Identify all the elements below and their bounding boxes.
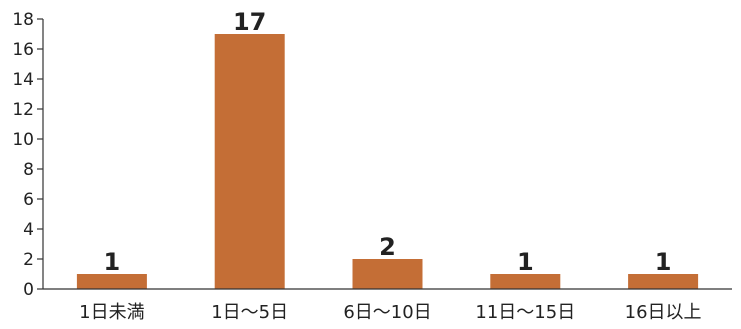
x-category-label: 1日未満	[79, 302, 144, 323]
x-category-label: 6日〜10日	[343, 302, 431, 323]
y-tick-label: 2	[23, 250, 34, 270]
bar	[628, 274, 699, 289]
y-tick-label: 6	[23, 190, 34, 210]
bar	[76, 274, 147, 289]
bar-value-label: 1	[655, 248, 672, 276]
x-axis: 1日未満 1日〜5日 6日〜10日 11日〜15日 16日以上	[43, 288, 732, 323]
bar-value-label: 17	[233, 8, 266, 36]
y-tick-label: 4	[23, 220, 34, 240]
bar-value-label: 1	[517, 248, 534, 276]
y-tick-label: 0	[23, 280, 34, 300]
bar-value-label: 1	[104, 248, 121, 276]
y-tick-label: 10	[12, 130, 34, 150]
y-tick-label: 16	[12, 40, 34, 60]
bar-value-label: 2	[379, 233, 396, 261]
x-category-label: 16日以上	[625, 302, 702, 323]
x-category-label: 11日〜15日	[475, 302, 575, 323]
y-tick-label: 18	[12, 10, 34, 30]
bar	[490, 274, 561, 289]
x-category-label: 1日〜5日	[211, 302, 288, 323]
y-tick-label: 8	[23, 160, 34, 180]
y-tick-label: 14	[12, 70, 34, 90]
bars: 1 17 2 1 1	[76, 8, 699, 289]
bar	[214, 34, 285, 289]
bar	[352, 259, 423, 289]
y-axis: 0 2 4 6 8 10 12 14 16 18	[12, 10, 44, 300]
y-tick-label: 12	[12, 100, 34, 120]
